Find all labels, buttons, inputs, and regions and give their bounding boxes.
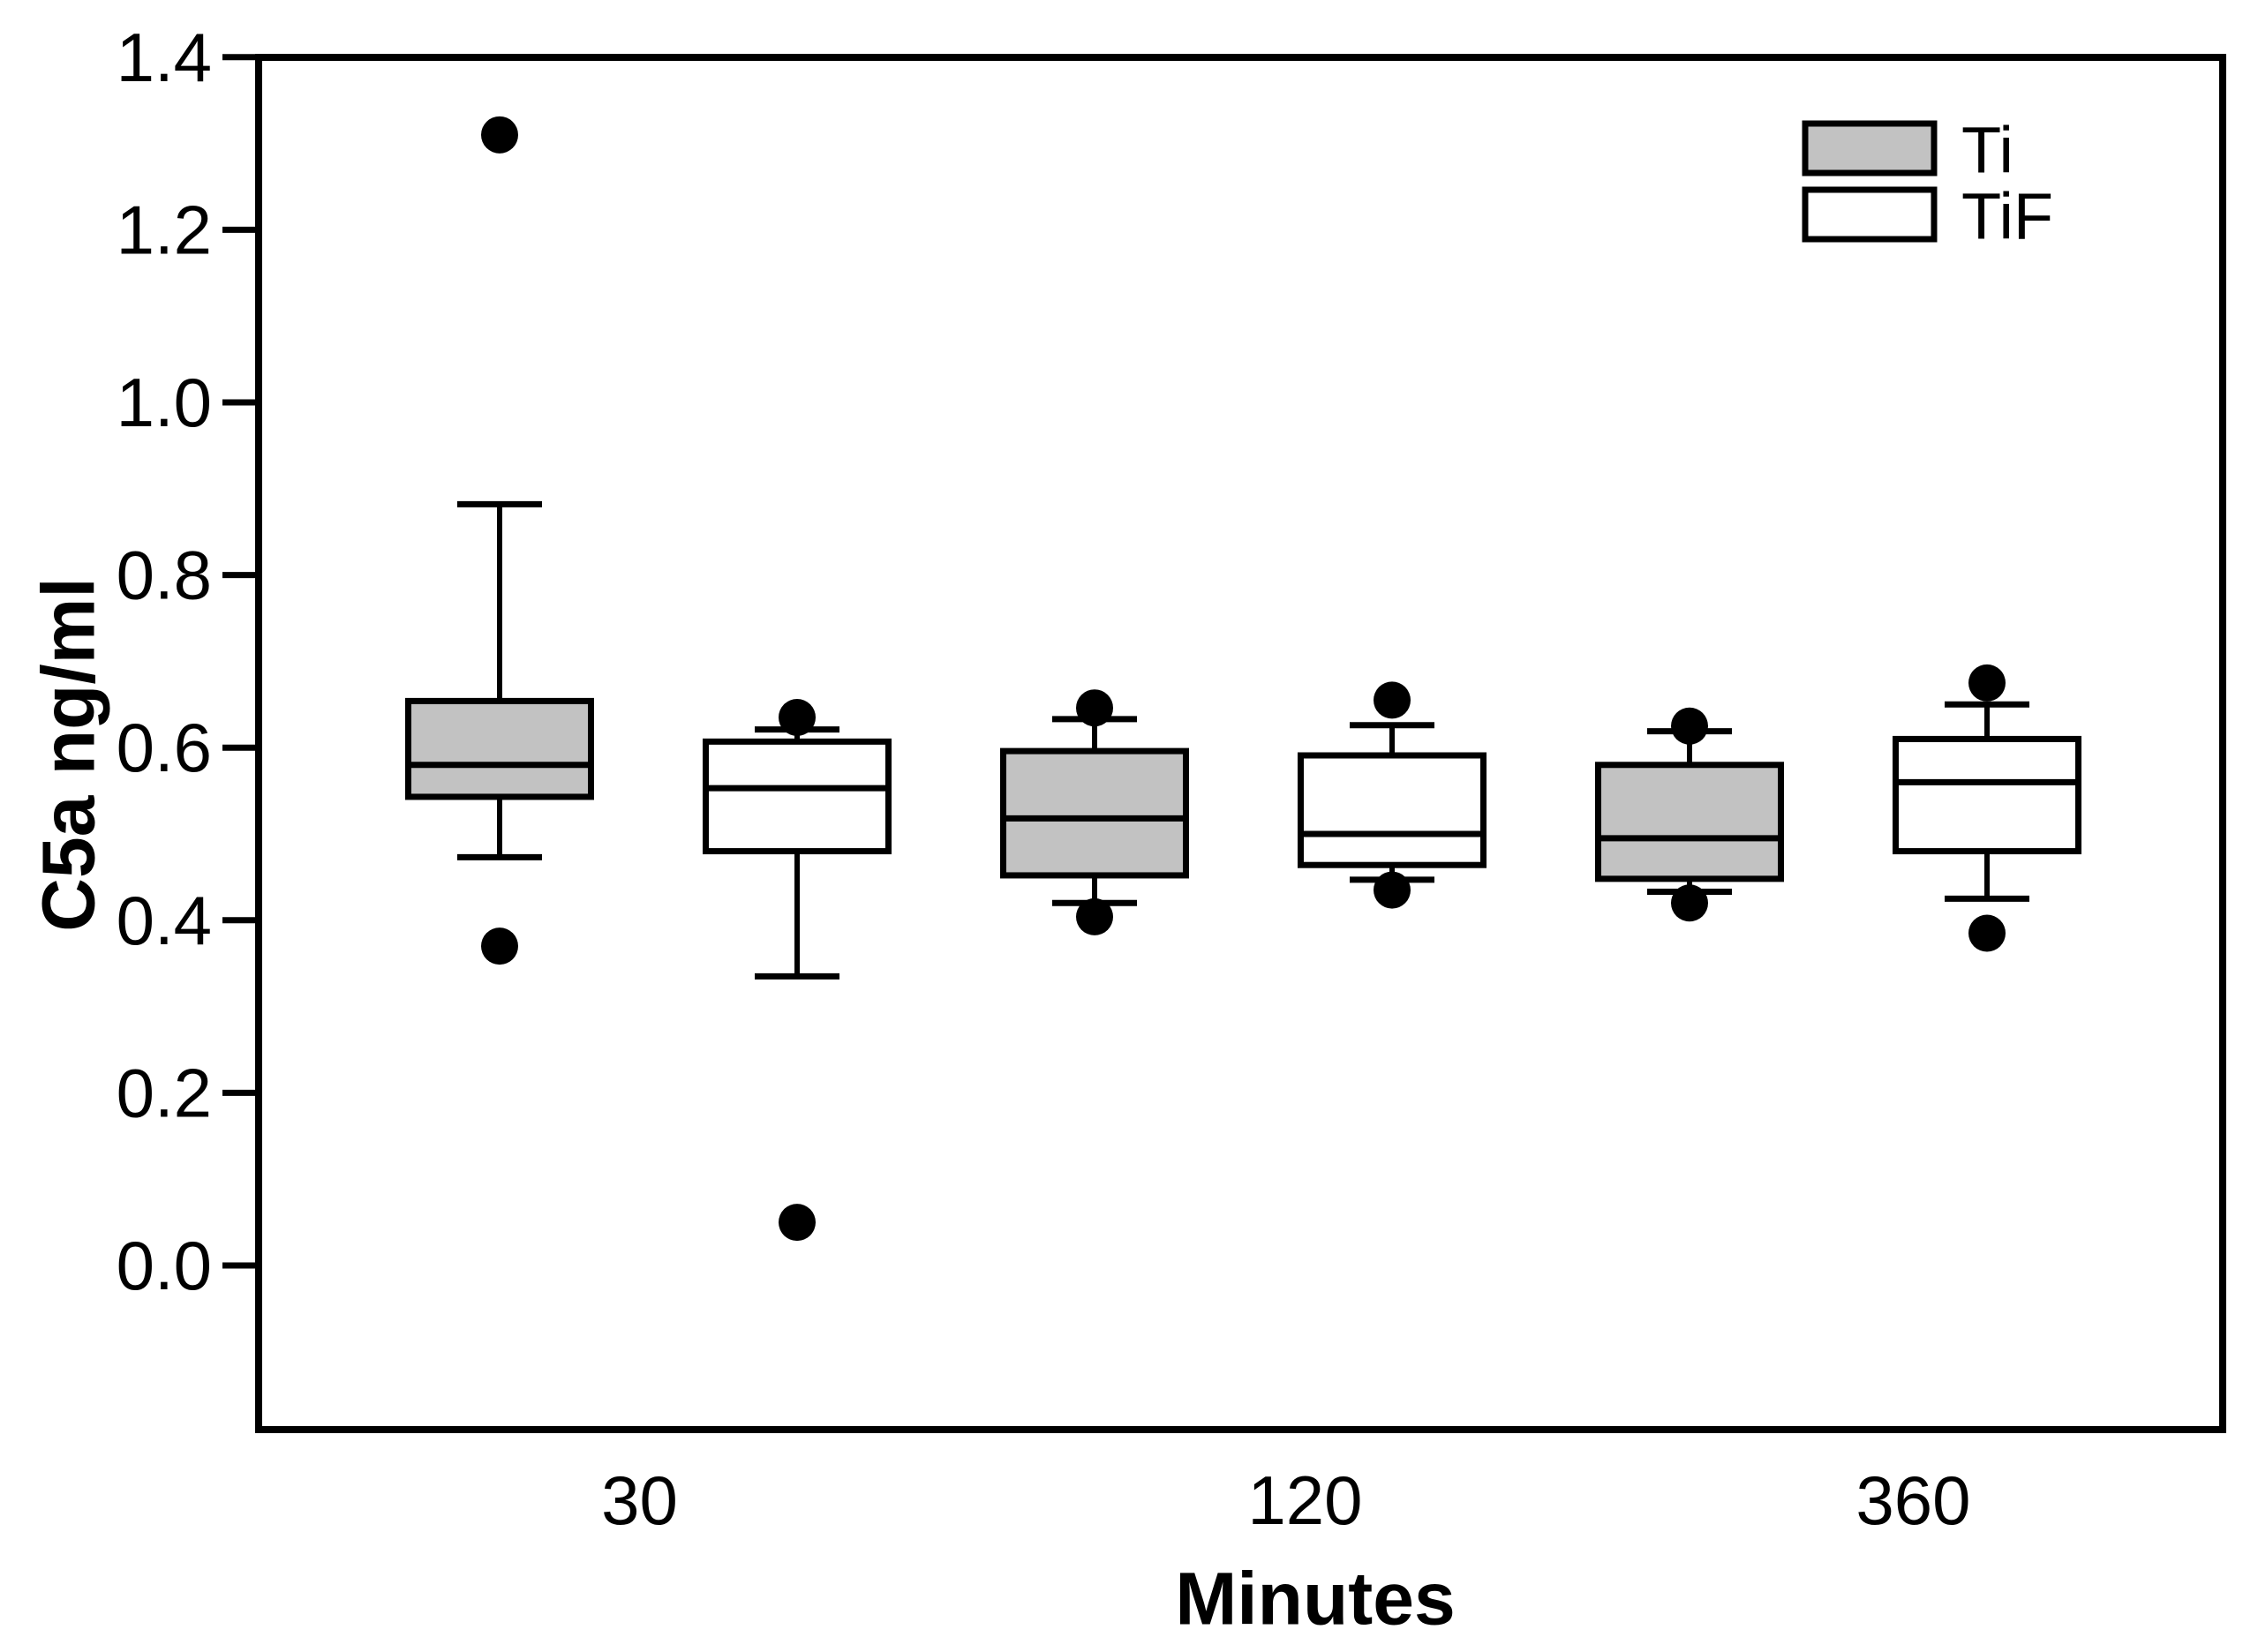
- outlier-dot: [1076, 689, 1113, 727]
- outlier-dot: [481, 927, 518, 965]
- box-ti-30: [405, 116, 594, 965]
- x-category-label: 120: [1247, 1461, 1362, 1539]
- outlier-dot: [779, 1204, 816, 1242]
- y-tick-label: 1.4: [117, 19, 212, 96]
- iqr-box: [1000, 747, 1189, 879]
- outlier-dot: [1968, 664, 2006, 702]
- x-category-label: 30: [601, 1461, 678, 1539]
- legend-swatch-ti: [1802, 120, 1938, 176]
- y-tick-label: 1.0: [117, 364, 212, 441]
- outlier-dot: [1968, 914, 2006, 952]
- outlier-dot: [1374, 871, 1411, 909]
- legend-label: TiF: [1961, 180, 2053, 253]
- outlier-dot: [1076, 897, 1113, 935]
- y-tick-label: 0.6: [117, 709, 212, 786]
- y-tick-label: 0.4: [117, 882, 212, 959]
- legend-swatch-tif: [1802, 186, 1938, 243]
- outlier-dot: [779, 698, 816, 736]
- box-tif-30: [703, 698, 892, 1242]
- x-axis-title: Minutes: [1175, 1557, 1456, 1641]
- iqr-box: [703, 738, 892, 855]
- legend-label: Ti: [1961, 114, 2013, 187]
- x-category-label: 360: [1855, 1461, 1970, 1539]
- y-tick-label: 1.2: [117, 191, 212, 268]
- iqr-box: [1893, 735, 2081, 855]
- outlier-dot: [1374, 681, 1411, 719]
- plot-frame: [255, 54, 2226, 1433]
- iqr-box: [1298, 752, 1487, 868]
- box-tif-360: [1893, 664, 2081, 952]
- iqr-box: [1595, 762, 1784, 882]
- box-tif-120: [1298, 681, 1487, 909]
- iqr-box: [405, 697, 594, 800]
- outlier-dot: [1671, 884, 1708, 922]
- outlier-dot: [1671, 707, 1708, 745]
- y-tick-label: 0.0: [117, 1227, 212, 1304]
- y-tick-label: 0.8: [117, 537, 212, 614]
- y-axis-title: C5a ng/ml: [26, 577, 110, 932]
- y-axis-ticks: 1.4 1.2 1.0 0.8 0.6 0.4 0.2 0.0: [117, 19, 259, 1304]
- outlier-dot: [481, 116, 518, 154]
- box-ti-360: [1595, 707, 1784, 922]
- box-ti-120: [1000, 689, 1189, 935]
- y-tick-label: 0.2: [117, 1054, 212, 1131]
